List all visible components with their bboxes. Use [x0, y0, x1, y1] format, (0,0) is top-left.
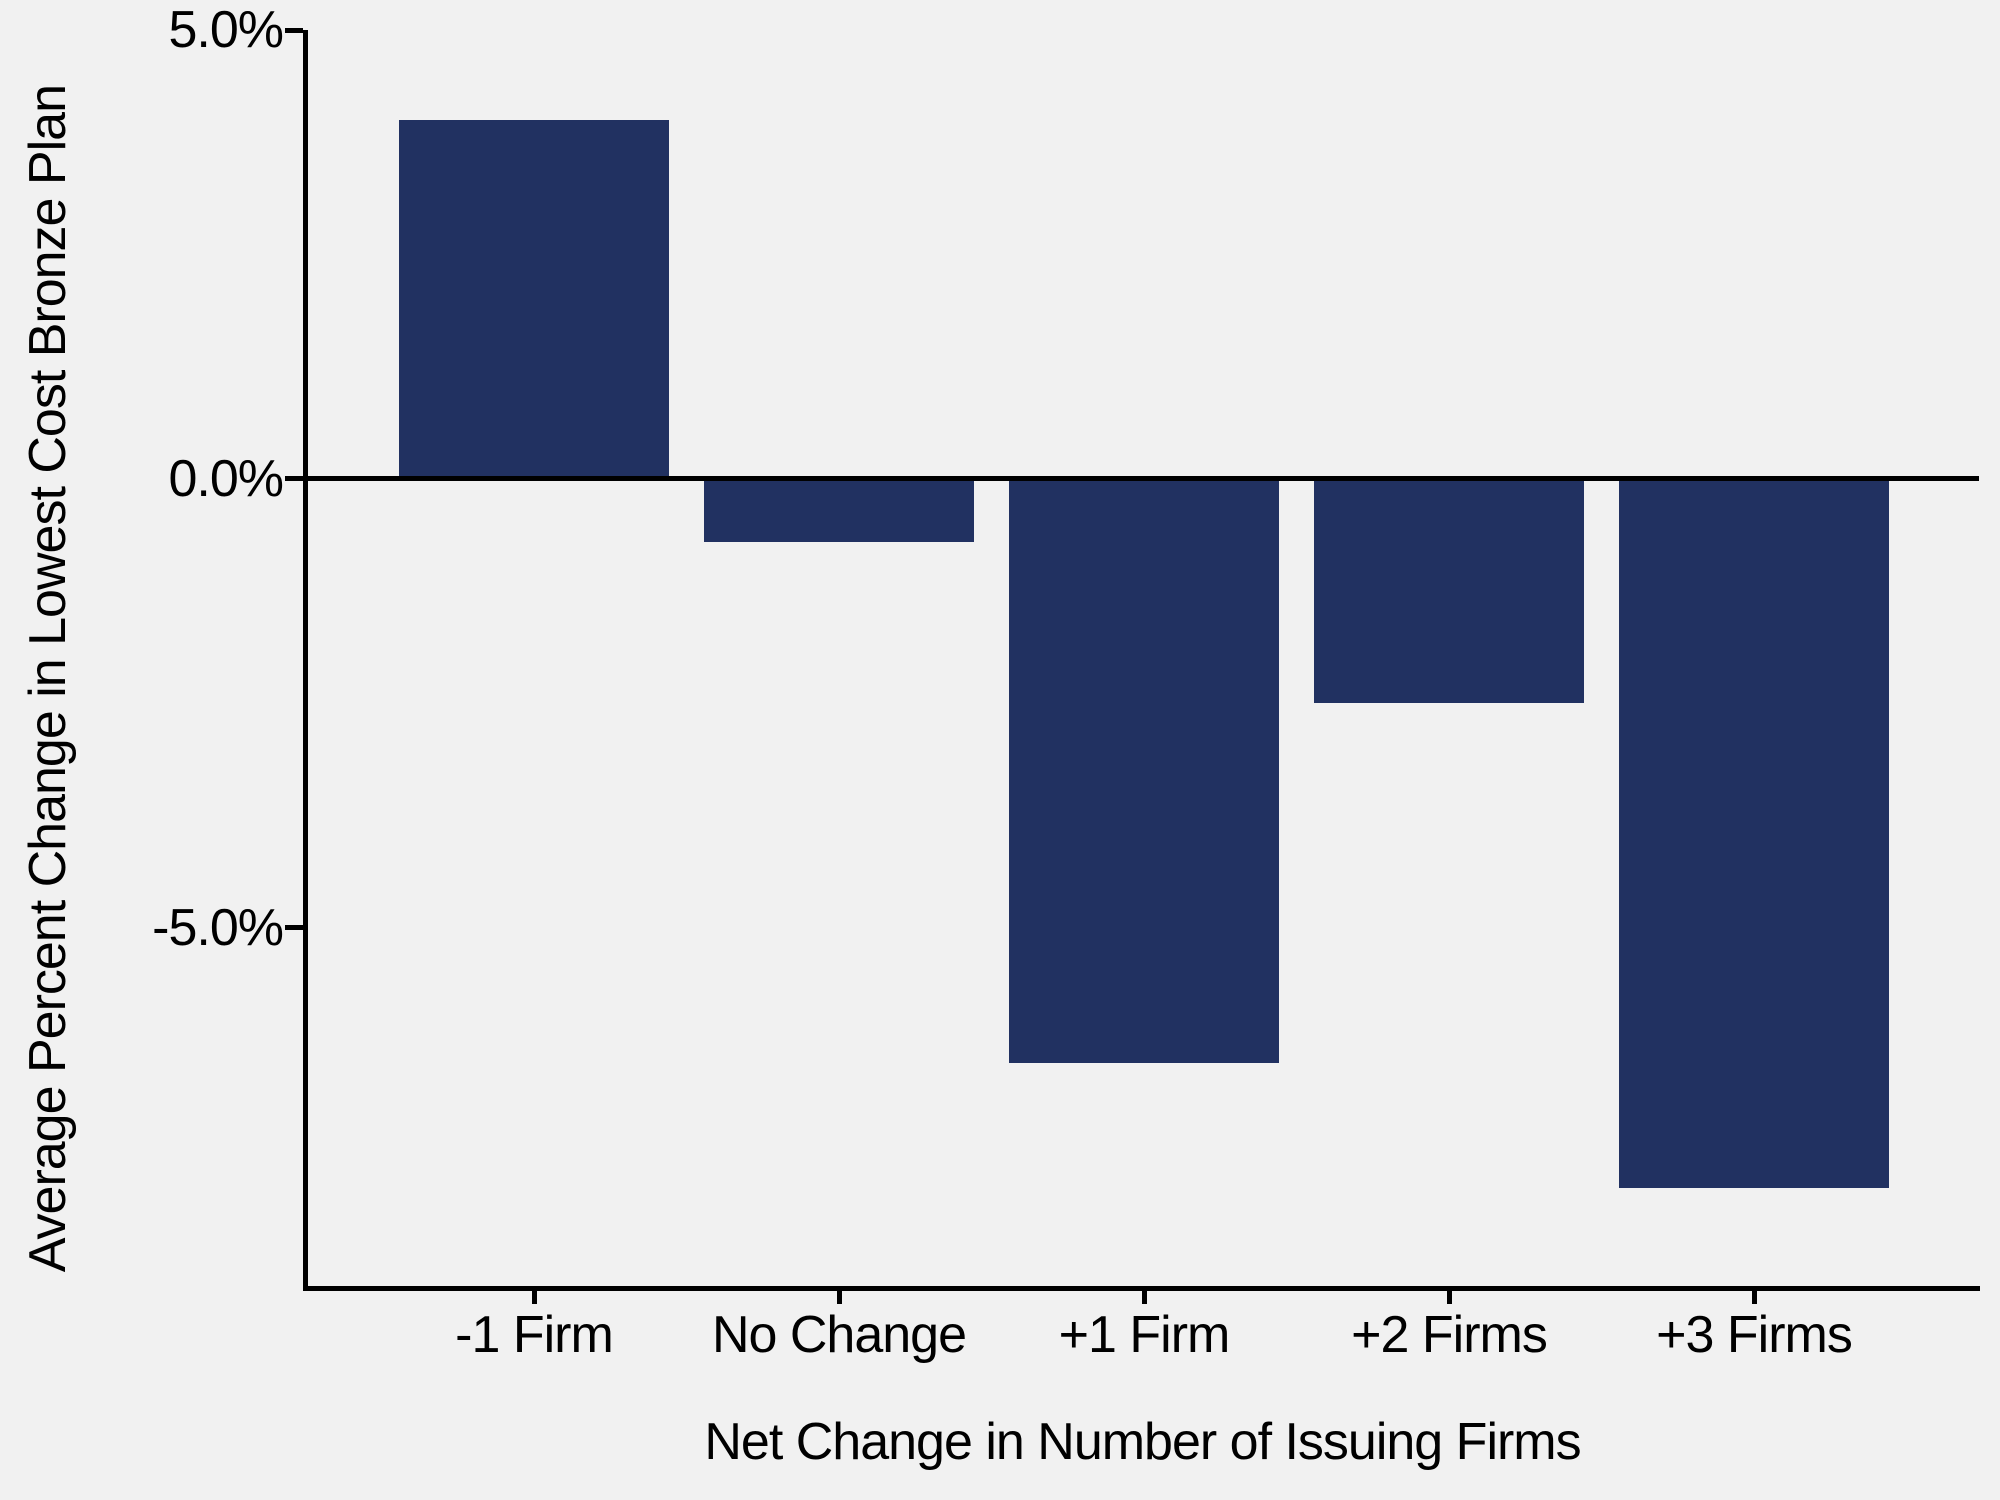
y-tick-0.0% — [285, 476, 303, 482]
y-tick-label-5.0%: 5.0% — [168, 1, 284, 59]
x-tick-no-change — [836, 1290, 842, 1304]
bar--1-firm — [399, 119, 669, 479]
bar-+3-firms — [1619, 478, 1889, 1189]
y-tick-label-0.0%: 0.0% — [168, 449, 284, 508]
x-tick-label-+1-firm: +1 Firm — [1058, 1306, 1231, 1364]
x-tick-label-+2-firms: +2 Firms — [1351, 1306, 1548, 1364]
bar-+1-firm — [1009, 478, 1279, 1063]
zero-line — [305, 476, 1979, 482]
y-tick-5.0% — [285, 27, 303, 33]
y-axis-title-text: Average Percent Change in Lowest Cost Br… — [19, 85, 77, 1273]
y-axis-line — [303, 30, 308, 1291]
y-tick--5.0% — [285, 925, 303, 931]
y-tick-label--5.0%: -5.0% — [152, 898, 284, 957]
y-axis-title: Average Percent Change in Lowest Cost Br… — [14, 0, 82, 1358]
bar-no-change — [704, 478, 974, 542]
x-tick-+2-firms — [1446, 1290, 1452, 1304]
x-tick-label-no-change: No Change — [711, 1306, 967, 1364]
x-tick-label-+3-firms: +3 Firms — [1656, 1306, 1853, 1364]
x-tick-label--1-firm: -1 Firm — [455, 1306, 614, 1364]
x-tick-+3-firms — [1751, 1290, 1757, 1304]
x-tick--1-firm — [531, 1290, 537, 1304]
bar-+2-firms — [1314, 478, 1584, 704]
x-axis-title: Net Change in Number of Issuing Firms — [704, 1413, 1581, 1471]
x-tick-+1-firm — [1141, 1290, 1147, 1304]
x-axis-line — [303, 1286, 1980, 1291]
